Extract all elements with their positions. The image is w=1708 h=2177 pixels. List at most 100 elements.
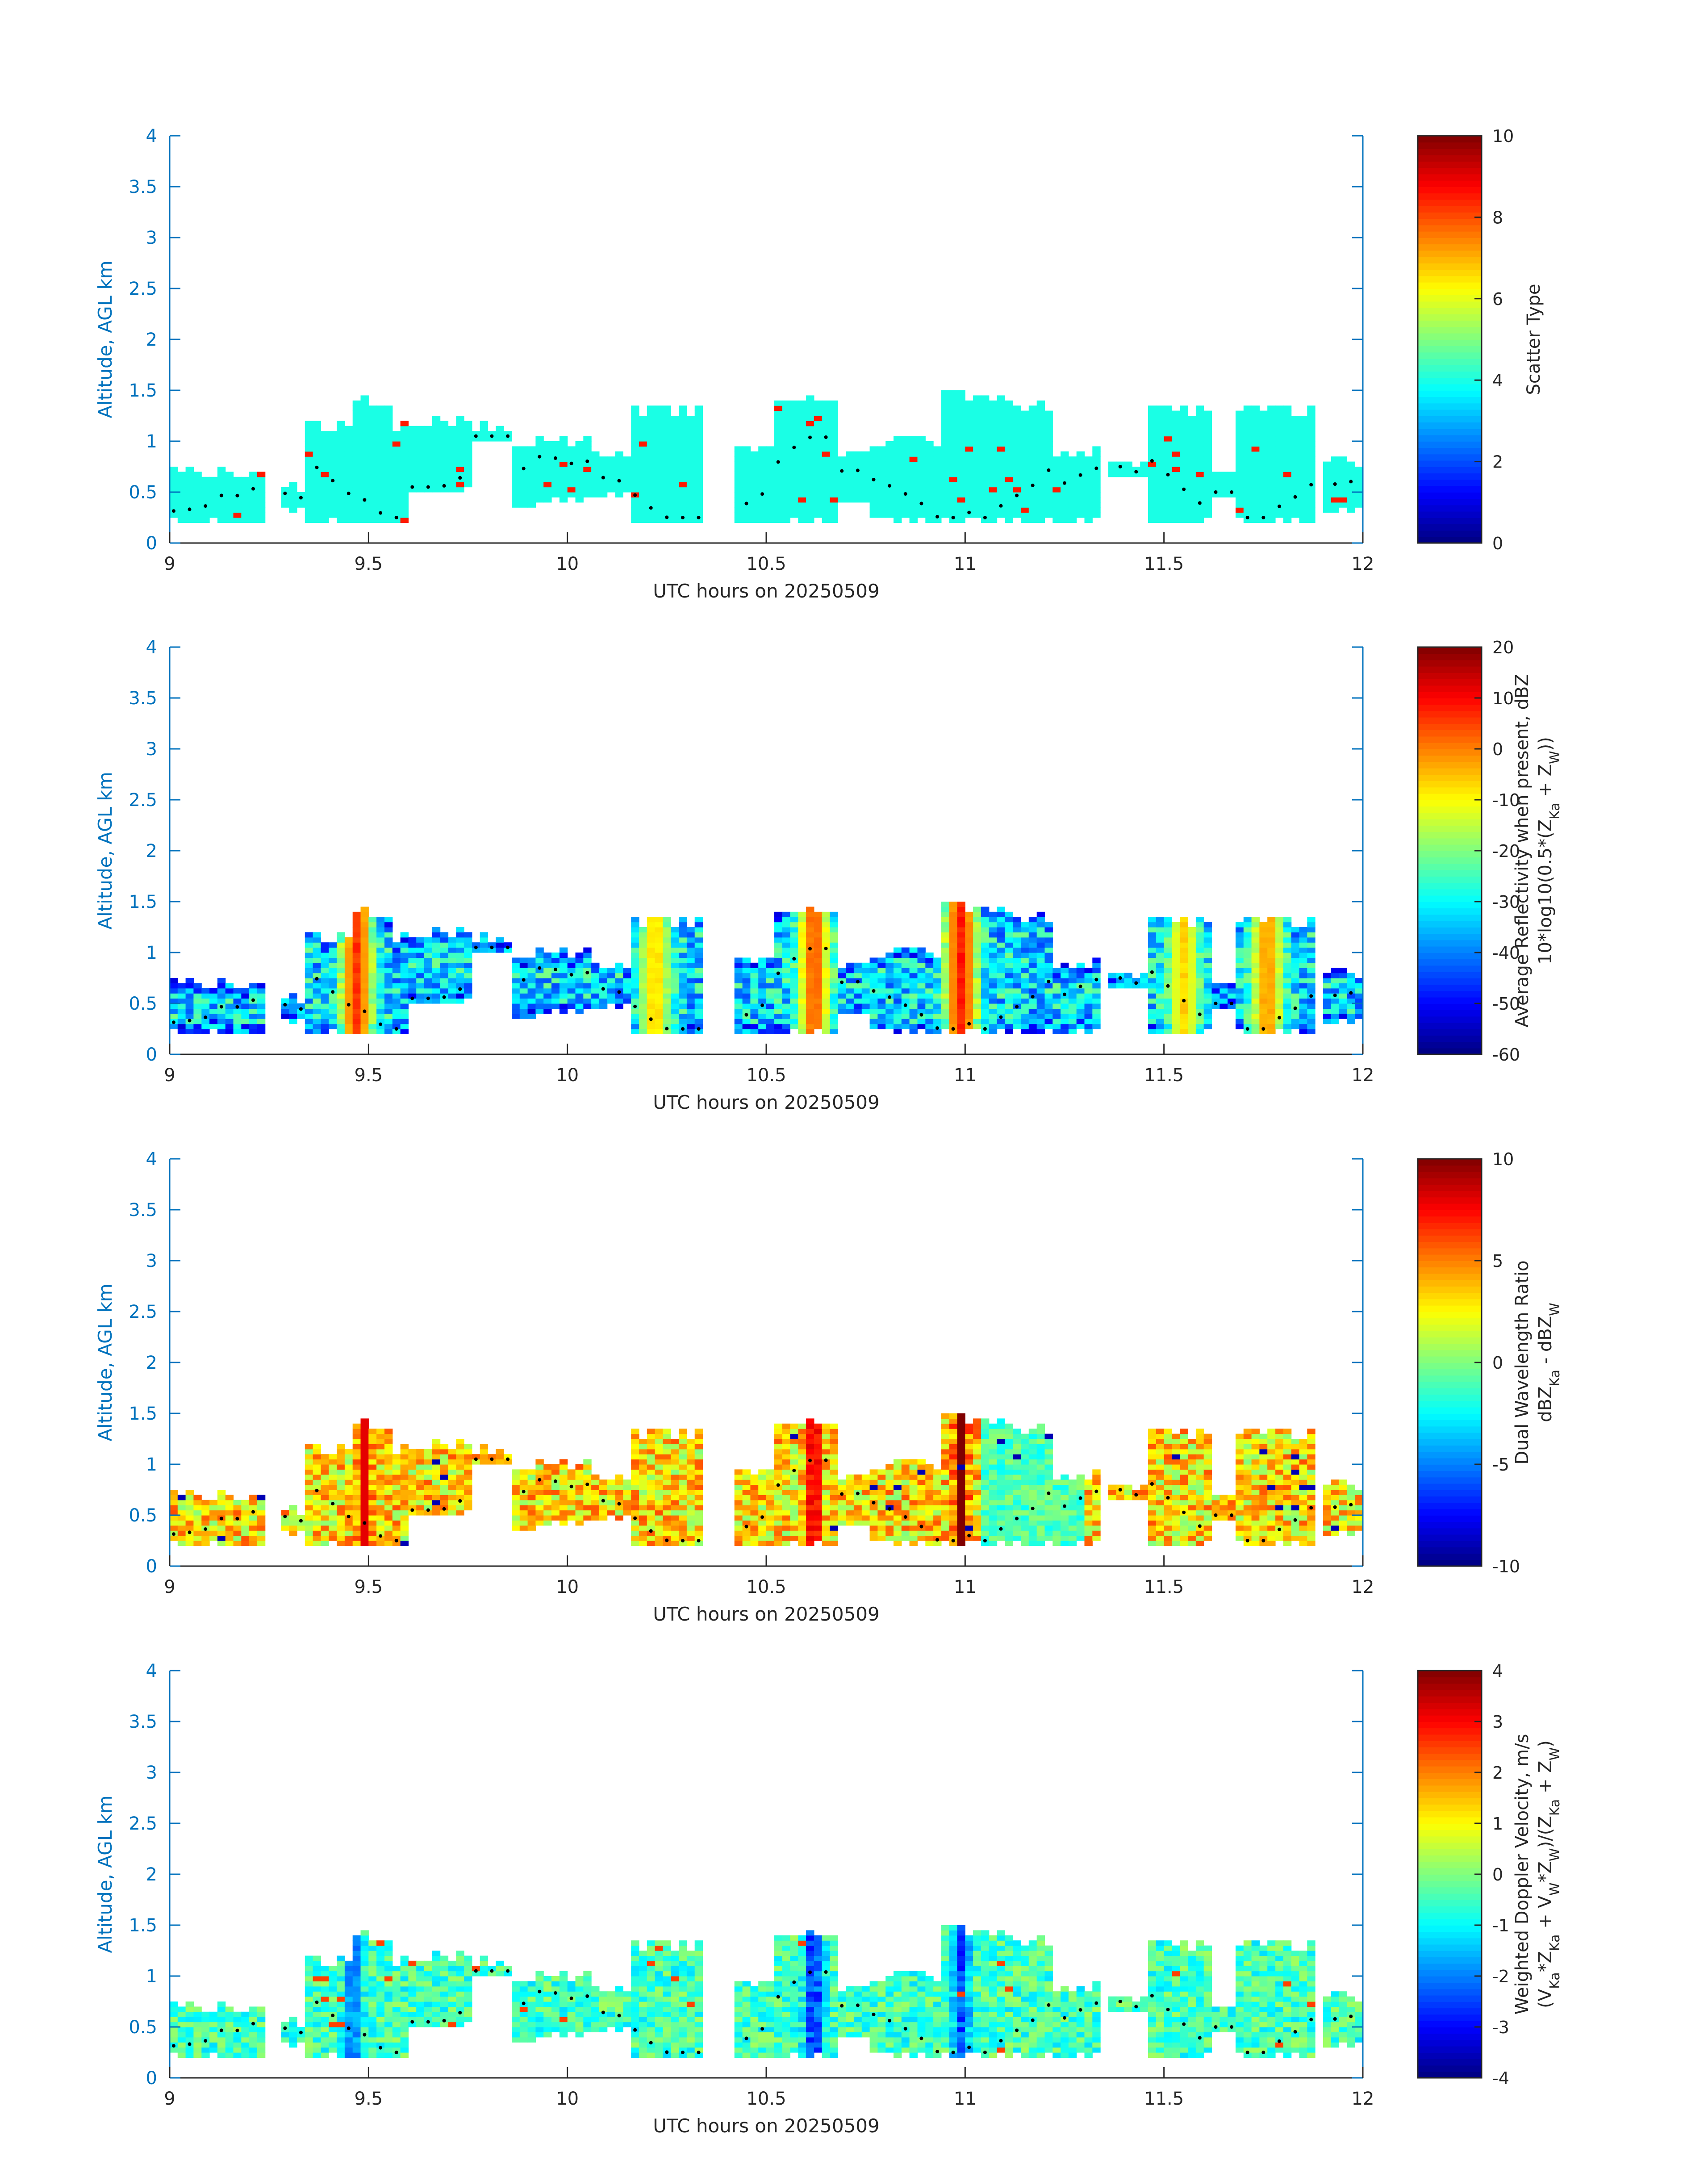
heatmap-cell (631, 476, 639, 482)
heatmap-cell (559, 983, 568, 989)
heatmap-cell (1013, 998, 1021, 1004)
heatmap-cell (798, 467, 806, 472)
heatmap-cell (941, 978, 950, 983)
heatmap-cell (289, 998, 297, 1004)
heatmap-cell (1148, 988, 1157, 994)
heatmap-cell (384, 1024, 393, 1029)
heatmap-cell (965, 911, 973, 917)
heatmap-cell (1180, 467, 1188, 472)
heatmap-cell (201, 1535, 210, 1541)
heatmap-cell (241, 492, 250, 497)
colorbar-swatch (1418, 467, 1482, 474)
heatmap-cell (1084, 1013, 1093, 1019)
cloud-base-marker (538, 455, 542, 459)
heatmap-cell (591, 476, 600, 482)
heatmap-cell (639, 1013, 647, 1019)
heatmap-cell (225, 1013, 234, 1019)
heatmap-cell (376, 968, 385, 974)
heatmap-cell (1283, 973, 1292, 978)
heatmap-cell (337, 451, 345, 457)
heatmap-cell (1172, 937, 1180, 943)
heatmap-cell (1195, 942, 1204, 948)
heatmap-cell (448, 942, 456, 948)
colorbar-swatch (1418, 269, 1482, 276)
y-tick-label: 1 (146, 431, 157, 452)
cloud-base-marker (1182, 999, 1186, 1003)
heatmap-cell (440, 953, 449, 958)
heatmap-cell (352, 441, 361, 447)
heatmap-cell (933, 993, 942, 999)
heatmap-cell (1275, 1024, 1284, 1029)
heatmap-cell (289, 1019, 297, 1024)
heatmap-cell (1203, 993, 1212, 999)
heatmap-cell (241, 1019, 250, 1024)
heatmap-cell (909, 947, 918, 953)
heatmap-cell (1164, 1013, 1173, 1019)
heatmap-cell (814, 436, 823, 442)
heatmap-cell (448, 973, 456, 978)
heatmap-cell (861, 482, 870, 488)
heatmap-cell (1172, 502, 1180, 508)
heatmap-cell (233, 1535, 242, 1541)
heatmap-cell (997, 467, 1005, 472)
heatmap-cell (233, 518, 242, 523)
heatmap-cell (1299, 502, 1307, 508)
heatmap-cell (1243, 467, 1252, 472)
heatmap-cell (329, 953, 337, 958)
heatmap-cell (384, 1008, 393, 1014)
heatmap-cell (909, 957, 918, 963)
heatmap-cell (424, 431, 433, 437)
heatmap-cell (209, 1500, 218, 1505)
heatmap-cell (941, 467, 950, 472)
heatmap-cell (1275, 957, 1284, 963)
heatmap-cell (1251, 431, 1260, 437)
heatmap-cell (384, 993, 393, 999)
heatmap-cell (917, 993, 926, 999)
heatmap-cell (1156, 461, 1165, 467)
heatmap-cell (1148, 431, 1157, 437)
heatmap-cell (1243, 431, 1252, 437)
heatmap-cell (655, 502, 663, 508)
heatmap-cell (352, 1029, 361, 1034)
colorbar-swatch (1418, 902, 1482, 909)
heatmap-cell (305, 497, 313, 503)
heatmap-cell (329, 998, 337, 1004)
heatmap-cell (965, 962, 973, 968)
heatmap-cell (1180, 1013, 1188, 1019)
heatmap-cell (321, 1008, 329, 1014)
heatmap-cell (241, 1500, 250, 1505)
heatmap-cell (766, 482, 775, 488)
heatmap-cell (1036, 968, 1045, 974)
heatmap-cell (671, 472, 679, 477)
cloud-base-marker (760, 1003, 764, 1007)
heatmap-cell (790, 978, 798, 983)
heatmap-cell (1013, 973, 1021, 978)
heatmap-cell (1028, 421, 1037, 426)
heatmap-cell (1084, 461, 1093, 467)
cloud-base-marker (697, 1027, 701, 1031)
heatmap-cell (416, 482, 425, 488)
heatmap-cell (750, 518, 759, 523)
heatmap-cell (989, 968, 998, 974)
heatmap-cell (1251, 1013, 1260, 1019)
heatmap-cell (1291, 937, 1300, 943)
heatmap-cell (1076, 998, 1085, 1004)
heatmap-cell (1044, 502, 1053, 508)
heatmap-cell (289, 1013, 297, 1019)
heatmap-cell (790, 497, 798, 503)
heatmap-cell (512, 1008, 520, 1014)
heatmap-cell (535, 467, 544, 472)
heatmap-cell (623, 461, 631, 467)
heatmap-cell (647, 1008, 656, 1014)
heatmap-cell (1236, 416, 1244, 421)
heatmap-cell (894, 476, 902, 482)
heatmap-cell (671, 973, 679, 978)
heatmap-cell (1323, 993, 1332, 999)
heatmap-cell (257, 1535, 266, 1541)
heatmap-cell (337, 431, 345, 437)
heatmap-cell (1188, 988, 1196, 994)
heatmap-cell (941, 1024, 950, 1029)
heatmap-cell (1028, 1003, 1037, 1009)
heatmap-cell (877, 502, 886, 508)
